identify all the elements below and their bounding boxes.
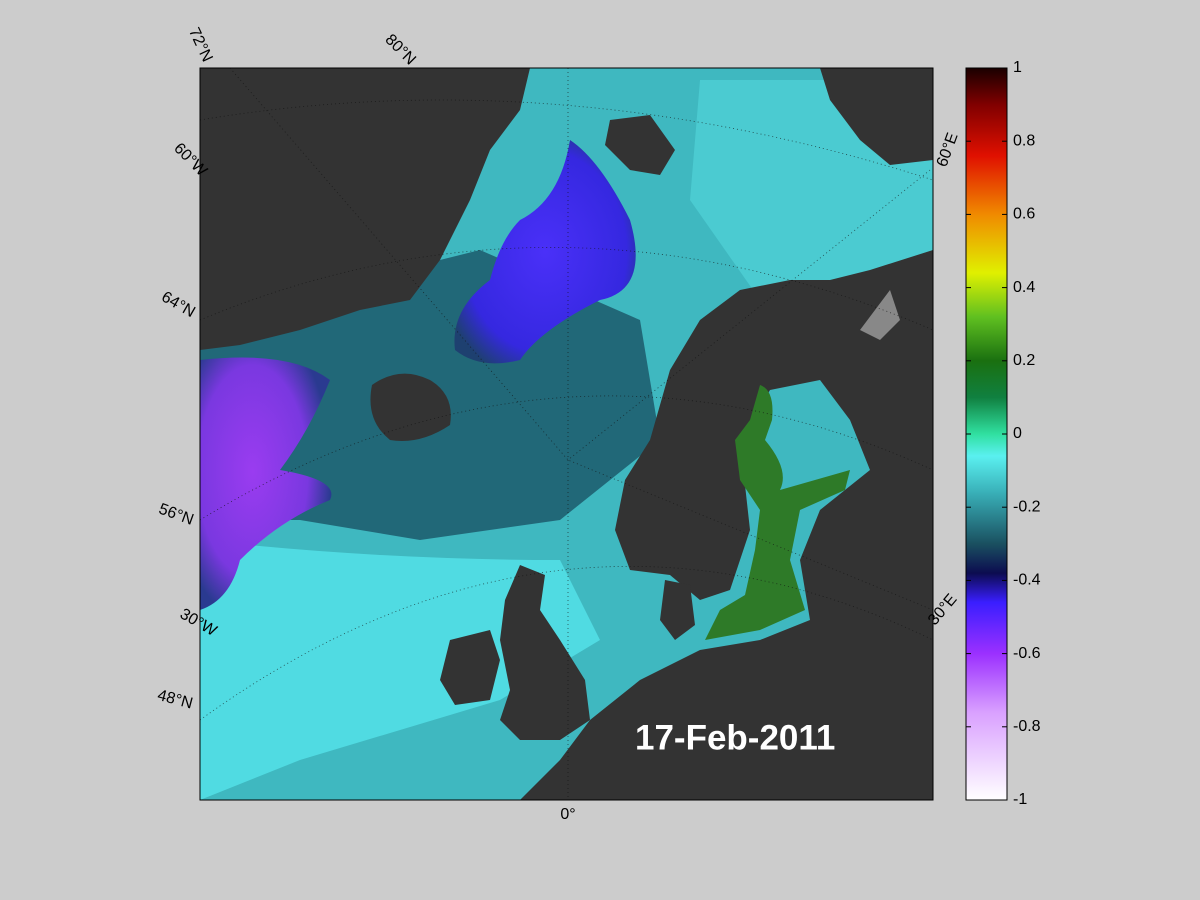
lat-label: 72°N xyxy=(185,25,216,65)
colorbar-tick-label: -0.4 xyxy=(1013,572,1041,589)
colorbar-tick-label: 0 xyxy=(1013,425,1022,442)
colorbar-ticks: -1 -0.8 -0.6 -0.4 -0.2 0 0.2 0.4 0.6 0.8 1 xyxy=(966,59,1041,808)
colorbar-tick-label: 0.6 xyxy=(1013,206,1035,223)
lon-label: 0° xyxy=(560,806,575,823)
date-label: 17-Feb-2011 xyxy=(635,718,835,757)
colorbar-tick-label: 0.2 xyxy=(1013,352,1035,369)
map xyxy=(200,68,933,800)
lon-label: 60°E xyxy=(934,131,962,170)
colorbar-tick-label: 0.8 xyxy=(1013,132,1035,149)
lat-label: 64°N xyxy=(158,288,197,321)
colorbar-tick-label: -0.2 xyxy=(1013,498,1041,515)
colorbar-tick-label: -0.6 xyxy=(1013,645,1041,662)
lat-label: 56°N xyxy=(156,501,195,529)
colorbar xyxy=(965,67,1008,801)
colorbar-tick-label: 1 xyxy=(1013,59,1022,76)
lat-label: 48°N xyxy=(156,687,195,713)
map-frame xyxy=(199,67,934,801)
lat-label: 80°N xyxy=(382,31,419,68)
colorbar-tick-label: -1 xyxy=(1013,791,1027,808)
colorbar-tick-label: -0.8 xyxy=(1013,718,1041,735)
colorbar-tick-label: 0.4 xyxy=(1013,279,1035,296)
